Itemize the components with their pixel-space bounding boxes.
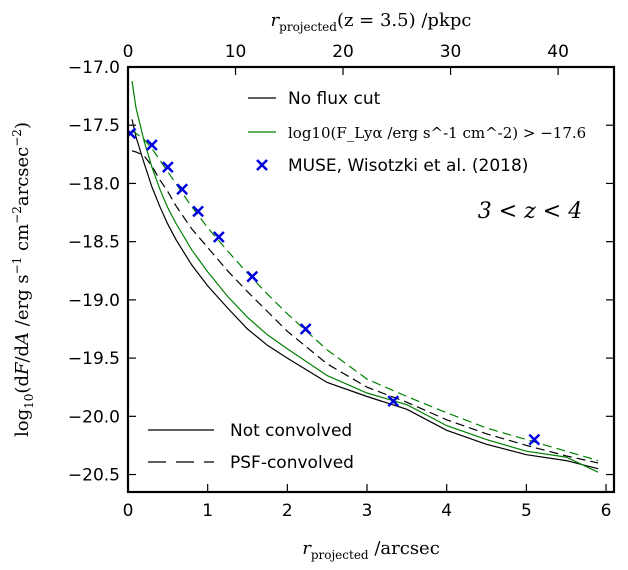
y-axis-label-part-9: −2	[10, 206, 24, 224]
x-tick-label-2: 2	[282, 501, 293, 521]
y-axis-label-part-5: A	[12, 332, 33, 347]
y-axis-label-part-6: /erg s	[12, 274, 33, 332]
series-line-0	[131, 119, 599, 470]
x-axis-label: rprojected /arcsec	[302, 538, 440, 562]
muse-marker-stroke-b-9	[528, 433, 541, 446]
series-line-1	[131, 150, 599, 464]
top-x-axis-label: rprojected(z = 3.5) /pkpc	[271, 10, 472, 34]
x-tick-label-1: 1	[202, 501, 213, 521]
scatter-layer	[128, 127, 541, 446]
muse-marker-6	[246, 270, 259, 283]
legend-upper-marker-2	[256, 159, 268, 171]
top-x-tick-label-2: 20	[332, 42, 354, 62]
muse-marker-stroke-b-3	[176, 183, 189, 196]
y-tick-label-0: −17.0	[68, 58, 120, 78]
y-axis-label-part-8: cm	[12, 224, 33, 257]
muse-marker-9	[528, 433, 541, 446]
y-tick-label-6: −20.0	[68, 407, 120, 427]
x-tick-label-4: 4	[441, 501, 452, 521]
y-tick-label-1: −17.5	[68, 116, 120, 136]
muse-marker-7	[299, 323, 312, 335]
muse-marker-0	[128, 127, 137, 140]
muse-marker-8	[387, 395, 400, 408]
y-axis-label-part-1: 10	[22, 394, 36, 409]
y-axis-label-part-11: −2	[10, 129, 24, 147]
legend-upper: No flux cut log10(F_Lyα /erg s^-1 cm^-2) …	[248, 89, 586, 176]
x-tick-label-0: 0	[123, 501, 134, 521]
y-axis-label-part-12: )	[12, 122, 33, 129]
muse-marker-stroke-b-7	[299, 323, 312, 335]
plot-area	[128, 80, 599, 473]
y-axis-label-part-2: (d	[12, 375, 33, 394]
ticks-layer: 0 1 2 3 4 5 6 0 10 20 30 40 −17.0 −17.5 −18.0 −18.5 −19.…	[68, 42, 614, 521]
legend-lower-label-0: Not convolved	[230, 421, 352, 441]
muse-marker-2	[161, 161, 174, 174]
y-tick-label-4: −19.0	[68, 291, 120, 311]
x-tick-label-3: 3	[362, 501, 373, 521]
top-x-tick-label-3: 30	[440, 42, 462, 62]
y-axis-label-part-10: arcsec	[12, 147, 33, 206]
muse-marker-stroke-b-0	[128, 127, 137, 138]
x-tick-label-6: 6	[601, 501, 612, 521]
x-tick-label-5: 5	[521, 501, 532, 521]
legend-upper-label-1: log10(F_Lyα /erg s^-1 cm^-2) > −17.6	[288, 124, 586, 142]
muse-marker-5	[212, 231, 225, 243]
plot-frame	[126, 65, 616, 494]
legend-upper-label-2: MUSE, Wisotzki et al. (2018)	[288, 156, 528, 176]
muse-marker-1	[146, 139, 158, 151]
y-tick-label-2: −18.0	[68, 174, 120, 194]
y-axis-label-part-0: log	[12, 409, 33, 437]
redshift-annotation: 3 < z < 4	[478, 199, 582, 224]
top-x-tick-label-4: 40	[547, 42, 569, 62]
muse-marker-4	[192, 205, 204, 218]
legend-lower-label-1: PSF-convolved	[230, 453, 354, 473]
y-tick-label-5: −19.5	[68, 349, 120, 369]
legend-upper-label-0: No flux cut	[288, 89, 381, 109]
muse-marker-stroke-b-8	[387, 395, 400, 408]
muse-marker-stroke-b-2	[161, 161, 174, 174]
muse-marker-3	[176, 183, 189, 196]
legend-marker-b-2	[256, 159, 268, 171]
series-line-2	[131, 80, 599, 473]
muse-marker-stroke-b-4	[192, 205, 204, 218]
muse-marker-stroke-b-5	[212, 231, 225, 243]
y-axis-label-part-3: F	[12, 361, 33, 376]
y-axis-label-part-4: /d	[12, 345, 33, 363]
y-axis-label-part-7: −1	[10, 257, 24, 275]
muse-marker-stroke-b-1	[146, 139, 158, 151]
y-tick-label-3: −18.5	[68, 233, 120, 253]
top-x-tick-label-1: 10	[225, 42, 247, 62]
y-axis-label: log10(dF/dA /erg s−1 cm−2arcsec−2)	[10, 122, 36, 437]
y-tick-label-7: −20.5	[68, 466, 120, 486]
top-x-tick-label-0: 0	[123, 42, 134, 62]
muse-marker-stroke-b-6	[246, 270, 259, 283]
legend-lower: Not convolved PSF-convolved	[148, 421, 354, 473]
